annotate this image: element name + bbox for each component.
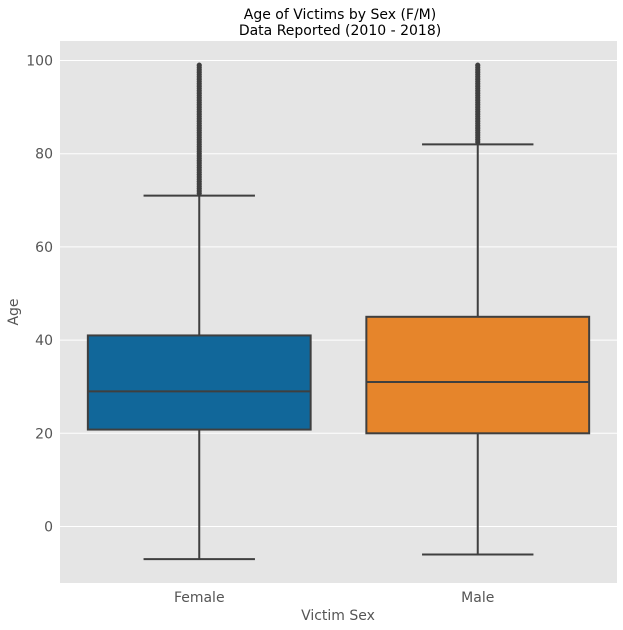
chart-title-line1: Age of Victims by Sex (F/M) xyxy=(244,7,436,23)
y-tick-label: 20 xyxy=(35,426,53,442)
y-axis-label: Age xyxy=(6,298,22,325)
y-tick-label: 100 xyxy=(26,54,53,70)
outlier-point xyxy=(475,62,481,68)
x-axis-label: Victim Sex xyxy=(301,608,375,624)
y-tick-labels: 0 20 40 60 80 100 xyxy=(26,54,53,536)
iqr-box xyxy=(365,315,591,435)
outlier-point xyxy=(196,62,202,68)
outliers xyxy=(475,62,481,145)
y-tick-label: 0 xyxy=(44,520,53,536)
x-tick-labels: Female Male xyxy=(174,590,494,606)
y-tick-label: 80 xyxy=(35,147,53,163)
outliers xyxy=(196,62,202,196)
box-female xyxy=(86,62,312,561)
boxes-group xyxy=(86,62,591,561)
y-tick-label: 40 xyxy=(35,333,53,349)
x-tick-label: Female xyxy=(174,590,225,606)
x-tick-label: Male xyxy=(461,590,494,606)
plot-area xyxy=(60,41,617,583)
iqr-box xyxy=(86,334,312,431)
y-tick-label: 60 xyxy=(35,240,53,256)
box-male xyxy=(365,62,591,556)
chart-title-line2: Data Reported (2010 - 2018) xyxy=(239,23,441,39)
